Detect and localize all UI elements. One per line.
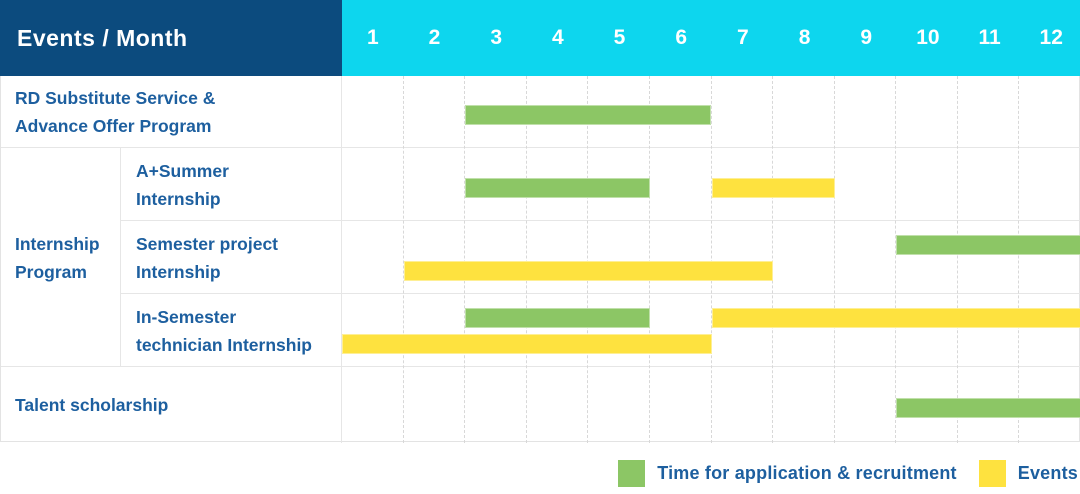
month-header-row: 1 2 3 4 5 6 7 8 9 10 11 12 [342, 0, 1080, 76]
events-table: Events / Month 1 2 3 4 5 6 7 8 9 10 11 12 RD Substi… [0, 0, 1080, 443]
month-header-cell: 4 [552, 26, 564, 49]
gantt-bar-recruitment [896, 235, 1080, 255]
month-header-cell: 2 [428, 26, 441, 49]
row-separator [121, 220, 1080, 221]
gantt-bar-recruitment [896, 398, 1080, 418]
month-gridline [956, 76, 958, 443]
label-chart-divider [341, 76, 342, 443]
legend-label: Events [1017, 462, 1078, 483]
month-header-cell: 12 [1039, 26, 1063, 49]
header-title-cell: Events / Month [0, 0, 342, 76]
month-gridline [833, 76, 835, 443]
month-header-cell: 7 [737, 26, 749, 49]
month-header-cell: 3 [490, 26, 503, 49]
month-header-cell: 6 [675, 26, 688, 49]
gantt-bar-recruitment [465, 178, 650, 198]
month-header-cell: 5 [613, 26, 626, 49]
page-title: Events / Month [17, 24, 188, 51]
month-gridline [710, 76, 712, 443]
month-gridline [464, 76, 466, 443]
month-header-cell: 10 [916, 26, 940, 49]
row-label-semester-project: Semester project Internship [136, 233, 279, 282]
legend-label: Time for application & recruitment [657, 462, 957, 483]
month-header-cell: 11 [978, 26, 1001, 49]
sublabel-column-divider [120, 147, 121, 367]
row-label-rd-substitute: RD Substitute Service & Advance Offer Pr… [15, 88, 216, 136]
row-label-talent-scholarship: Talent scholarship [15, 395, 169, 415]
gantt-bar-recruitment [465, 105, 712, 125]
legend-swatch-recruitment [618, 459, 646, 487]
month-gridline [587, 76, 589, 443]
legend: Time for application & recruitment Events [618, 455, 1078, 491]
legend-swatch-event [978, 459, 1006, 487]
month-gridline [1018, 76, 1020, 443]
legend-item: Time for application & recruitment [618, 459, 957, 487]
row-separator [1, 147, 1080, 148]
gantt-bar-event [711, 178, 835, 198]
group-label-internship-program: Internship Program [15, 233, 100, 282]
row-label-in-semester-technician: In-Semester technician Internship [136, 306, 312, 355]
month-header-cell: 9 [860, 26, 873, 49]
gantt-bar-event [403, 261, 774, 281]
month-header-cell: 8 [798, 26, 811, 49]
month-gridline [402, 76, 404, 443]
row-separator [1, 366, 1080, 367]
month-header-cell: 1 [366, 26, 379, 49]
gantt-bar-event [342, 334, 712, 354]
row-label-a-plus-summer: A+Summer Internship [136, 160, 229, 209]
month-gridline [525, 76, 527, 443]
month-gridline [772, 76, 774, 443]
month-gridline [895, 76, 897, 443]
row-separator [121, 293, 1080, 294]
gantt-bar-event [711, 308, 1080, 328]
month-gridline [648, 76, 650, 443]
legend-item: Events [978, 459, 1078, 487]
gantt-bar-recruitment [465, 308, 650, 328]
